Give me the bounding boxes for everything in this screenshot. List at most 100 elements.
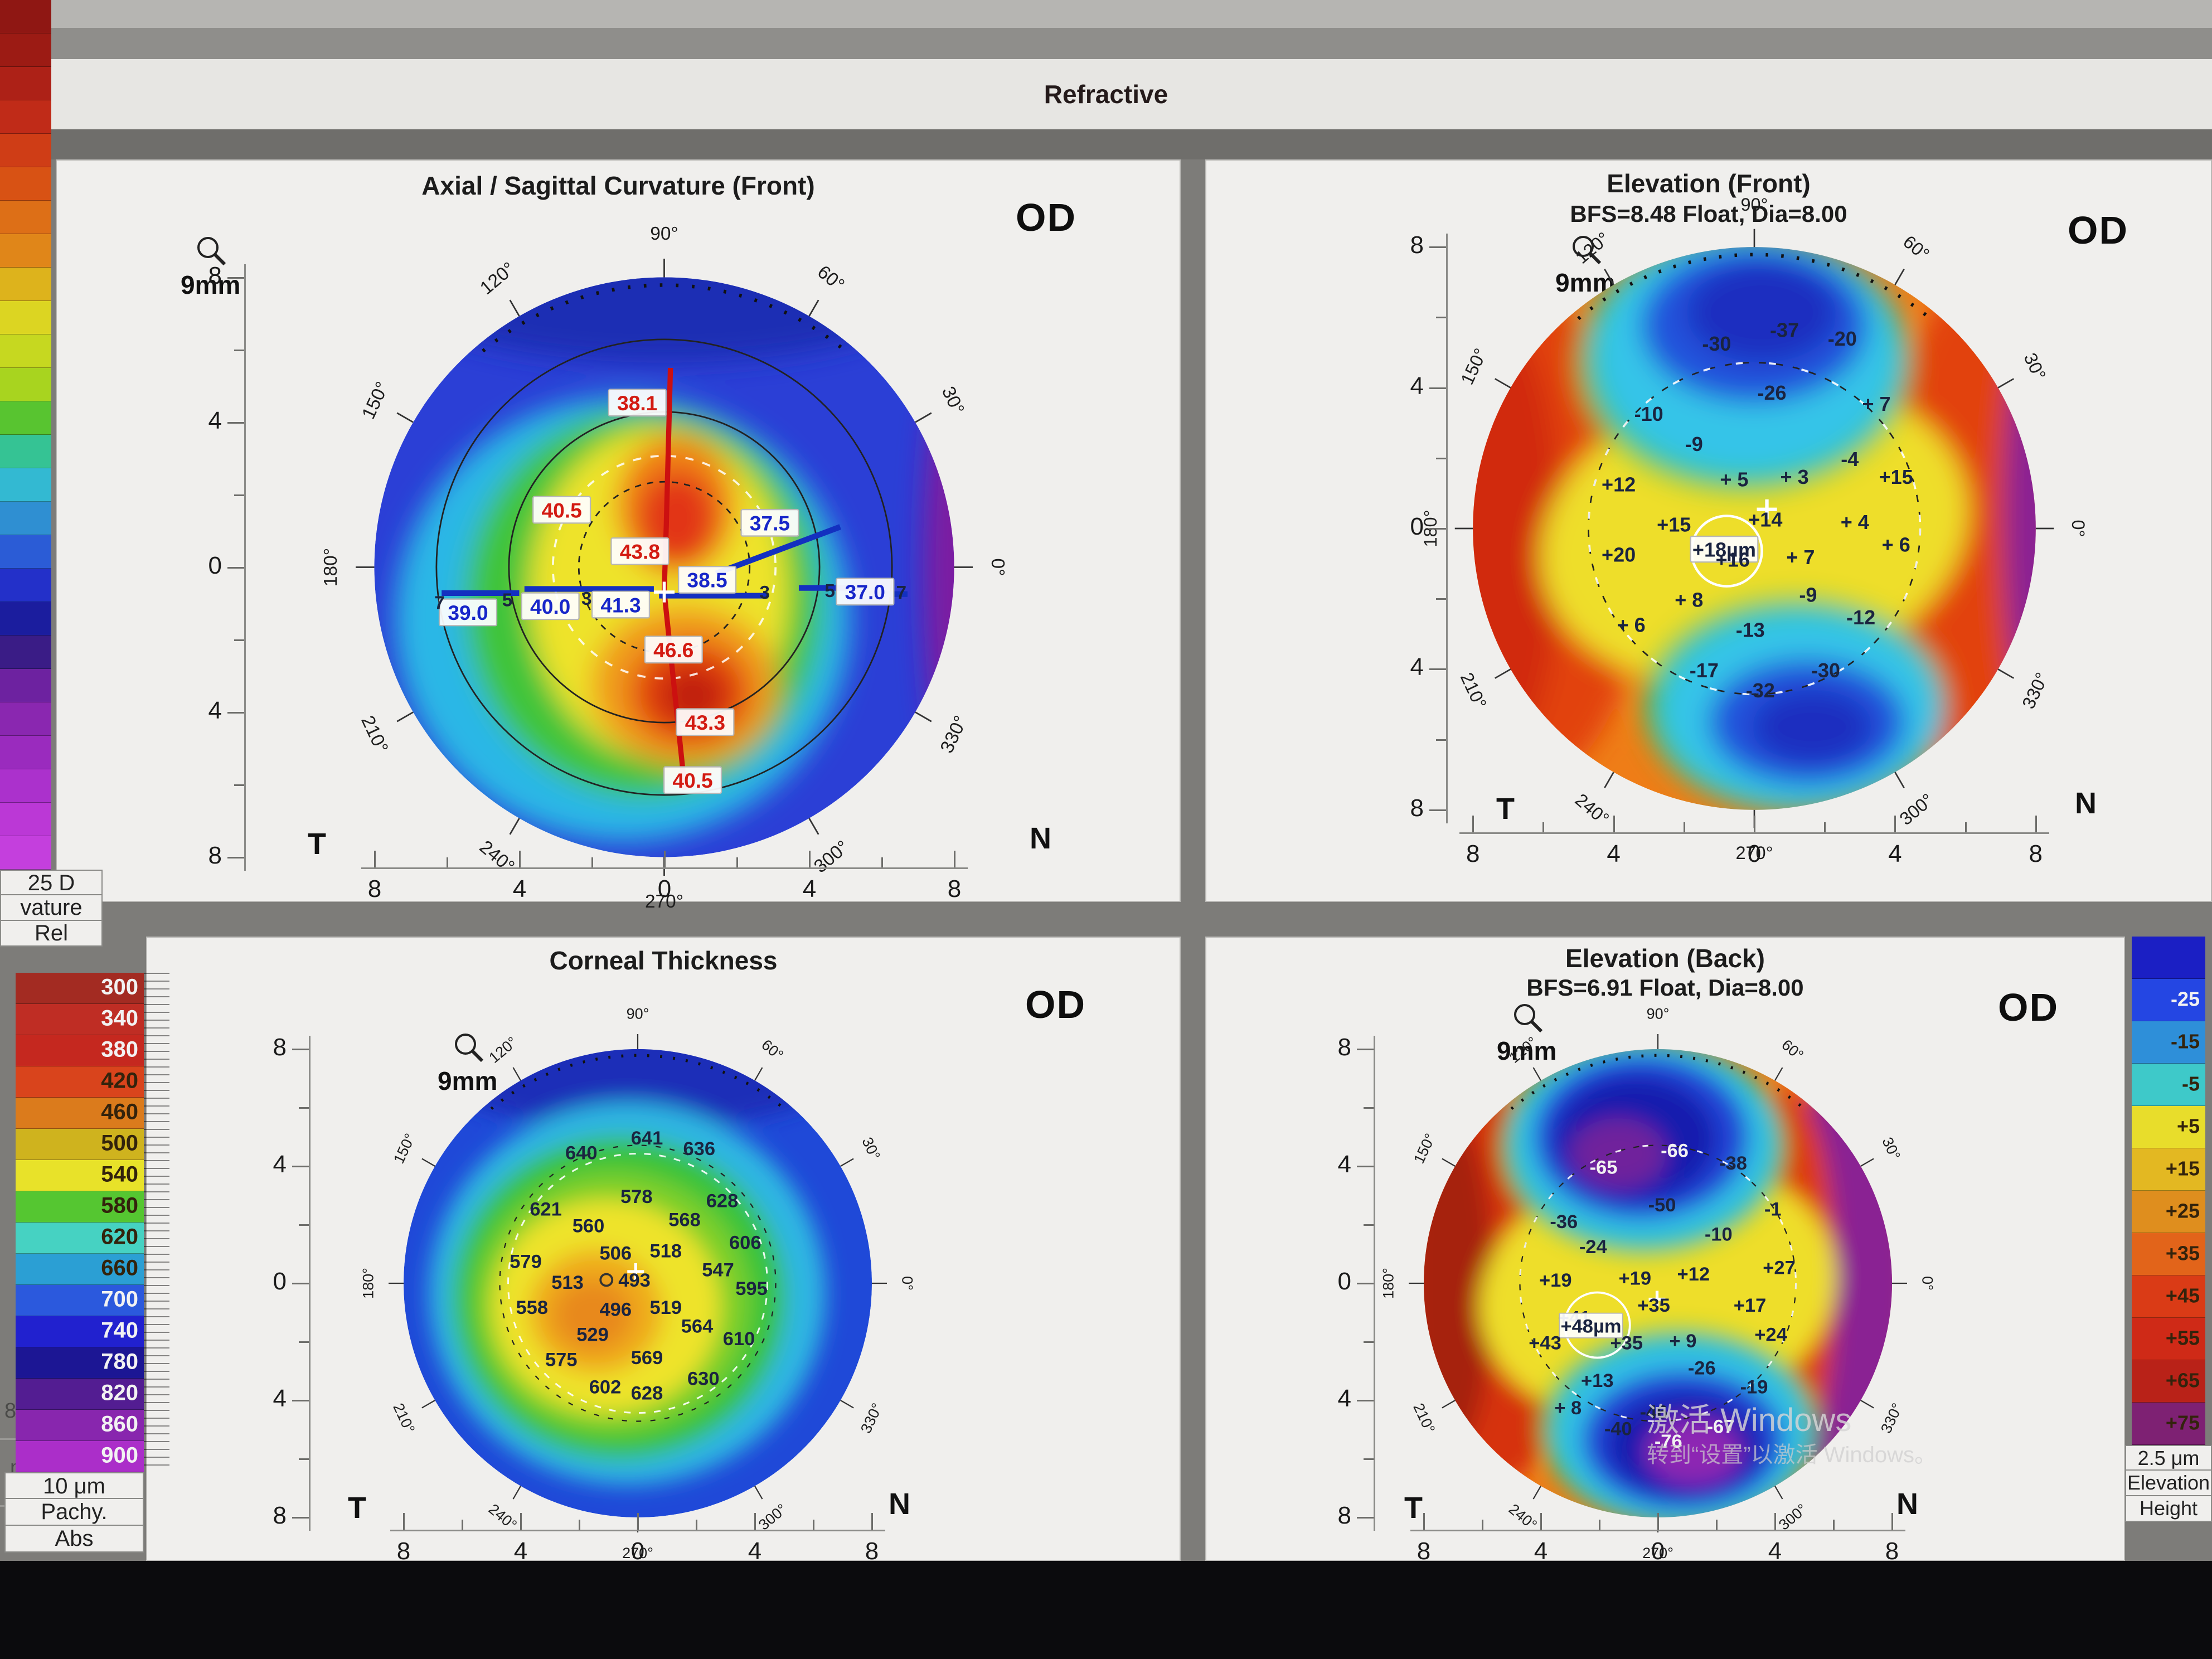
axis-tick [520, 1513, 522, 1530]
map-value-label: + 4 [1841, 511, 1869, 533]
pachymetry-scale-value: 900 [101, 1443, 138, 1468]
map-value-label: +19 [1618, 1268, 1651, 1289]
axis-tick [1833, 1520, 1835, 1530]
pachymetry-scale-block: 380 [16, 1035, 144, 1066]
elevation-scale-value: -25 [2170, 987, 2200, 1010]
pachymetry-scale-block: 420 [16, 1066, 144, 1098]
pachymetry-scale-block: 580 [16, 1191, 144, 1223]
map-value-label: 578 [620, 1186, 653, 1207]
degree-label: 120° [1571, 228, 1613, 268]
elev-back-title: Elevation (Back) [1565, 944, 1765, 973]
view-title-bar: Refractive [0, 59, 2212, 129]
elevation-scale-block: +45 [2132, 1275, 2205, 1318]
axis-tick [234, 639, 244, 641]
elevation-scale-block: -5 [2132, 1064, 2205, 1106]
horizontal-axis [390, 1530, 885, 1531]
axis-tick [1364, 1341, 1374, 1343]
axis-tick-label: 4 [273, 1385, 287, 1412]
elevation-scale-block: +25 [2132, 1191, 2205, 1233]
map-value-label: -1 [1764, 1199, 1782, 1220]
map-value-label: 579 [510, 1251, 542, 1272]
axis-tick-label: 8 [1337, 1034, 1351, 1061]
elevation-scale-value: +15 [2165, 1156, 2200, 1180]
axis-tick-label: 8 [2029, 840, 2043, 867]
magnifier-icon[interactable] [1569, 232, 1604, 268]
axis-tick [1436, 317, 1446, 319]
pachymetry-scale-value: 340 [101, 1006, 138, 1031]
curvature-scale-block [0, 468, 51, 502]
pachymetry-scale-value: 540 [101, 1162, 138, 1187]
pachymetry-scale-block: 540 [16, 1160, 144, 1191]
left-fragment-8: 8 [4, 1399, 17, 1423]
elevation-scale-value: +65 [2165, 1368, 2200, 1391]
zoom-diameter-label[interactable]: 9mm [181, 270, 241, 299]
degree-label: 90° [627, 1006, 649, 1022]
axis-tick [1436, 598, 1446, 600]
map-value-label: +48µm [1560, 1316, 1621, 1337]
pachymetry-scale-block: 500 [16, 1129, 144, 1160]
map-value-label: -17 [1690, 659, 1719, 682]
map-value-label: 640 [565, 1142, 598, 1163]
map-value-label: +35 [1637, 1295, 1670, 1316]
axis-tick-label: 8 [396, 1537, 411, 1565]
degree-label: 90° [1740, 195, 1768, 215]
axis-tick-label: 8 [208, 842, 222, 869]
axis-tick [234, 350, 244, 351]
map-value-label: 40.0 [530, 595, 570, 618]
magnifier-icon[interactable] [1510, 1000, 1546, 1036]
map-value-label: 46.6 [653, 638, 693, 662]
map-value-label: 610 [723, 1328, 755, 1350]
curvature-scale-block [0, 669, 51, 702]
axis-tick-label: 4 [273, 1151, 287, 1178]
map-value-label: 37.0 [845, 580, 885, 604]
map-value-label: 641 [631, 1128, 663, 1149]
map-value-label: 43.8 [620, 540, 660, 564]
axis-tick-label: 4 [1607, 840, 1621, 867]
curvature-scale-block [0, 134, 51, 167]
temporal-label: T [348, 1491, 366, 1525]
axis-tick [292, 1517, 309, 1519]
axis-tick-label: 0 [208, 552, 222, 579]
degree-label: 330° [1878, 1400, 1906, 1435]
pachymetry-scale-value: 740 [101, 1318, 138, 1343]
map-value-label: 5 [824, 581, 835, 601]
axis-tick [403, 1513, 405, 1530]
map-value-label: 628 [631, 1383, 663, 1404]
chrome-band-top [0, 0, 2212, 28]
axis-tick [1436, 739, 1446, 741]
zoom-diameter-label[interactable]: 9mm [438, 1066, 498, 1095]
curvature-scale-block [0, 201, 51, 234]
map-value-label: 38.5 [687, 569, 727, 592]
elevation-scale-block: -25 [2132, 979, 2205, 1021]
pachymetry-scale-block: 820 [16, 1379, 144, 1410]
axis-tick-label: 4 [1410, 372, 1424, 400]
degree-label: 0° [899, 1276, 915, 1291]
map-value-label: 7 [896, 583, 907, 603]
pachy-name-label: Pachy. [4, 1499, 144, 1526]
map-value-label: 547 [702, 1259, 734, 1280]
degree-label: 30° [1879, 1134, 1903, 1162]
map-value-label: +19 [1539, 1270, 1572, 1291]
degree-label: 330° [857, 1400, 886, 1435]
axis-tick [292, 1049, 309, 1050]
map-value-label: 519 [649, 1297, 682, 1318]
magnifier-icon[interactable] [193, 233, 229, 269]
degree-label: 240° [486, 1501, 520, 1534]
pachymetry-scale-block: 740 [16, 1316, 144, 1347]
pachymetry-scale-value: 700 [101, 1287, 138, 1312]
zoom-diameter-label[interactable]: 9mm [1497, 1036, 1557, 1065]
map-value-label: 38.1 [617, 391, 657, 415]
map-value-label: 3 [581, 589, 592, 609]
magnifier-icon[interactable] [451, 1030, 487, 1065]
nasal-label: N [1896, 1487, 1918, 1521]
map-value-label: + 7 [1862, 392, 1890, 415]
map-value-label: 506 [599, 1243, 632, 1264]
map-value-label: +20 [1602, 543, 1636, 566]
pachymetry-scale-block: 460 [16, 1098, 144, 1129]
map-value-label: +15 [1879, 465, 1913, 488]
degree-label: 210° [1457, 670, 1491, 712]
map-value-label: -67 [1707, 1417, 1735, 1438]
axis-tick-label: 8 [1466, 840, 1480, 867]
degree-label: 150° [358, 379, 393, 422]
map-value-label: 560 [573, 1216, 605, 1237]
